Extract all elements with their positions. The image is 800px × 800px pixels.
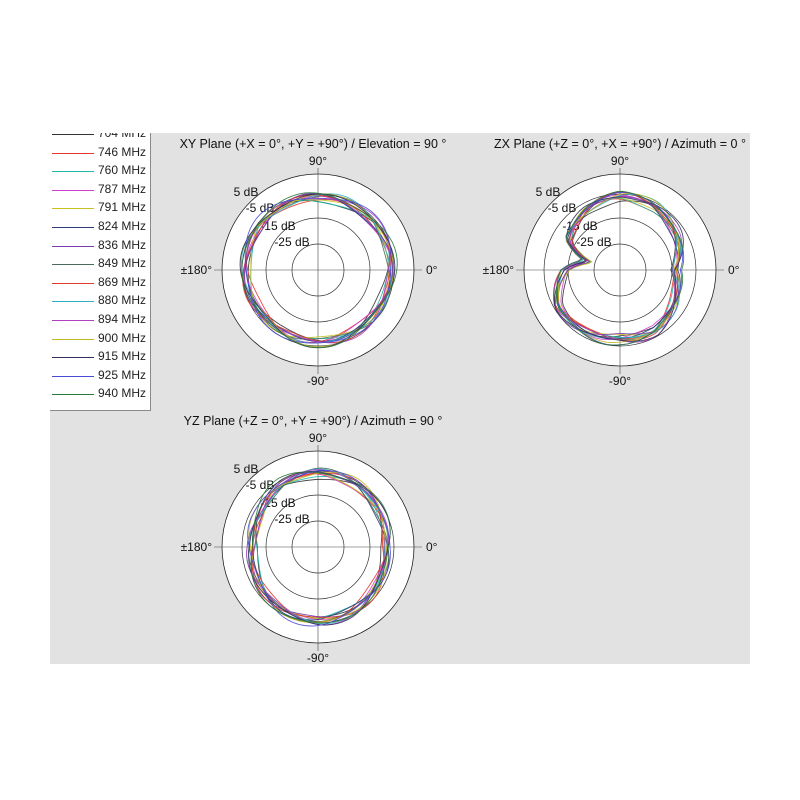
xy-plane-plot: XY Plane (+X = 0°, +Y = +90°) / Elevatio… — [180, 137, 447, 388]
angle-label-180: ±180° — [181, 540, 213, 554]
xy-plot-title: XY Plane (+X = 0°, +Y = +90°) / Elevatio… — [180, 137, 447, 151]
legend-item: 746 MHz — [50, 144, 150, 162]
legend-item: 894 MHz — [50, 311, 150, 329]
ring-label: -5 dB — [246, 201, 275, 215]
pattern-trace — [244, 193, 394, 343]
pattern-trace — [248, 471, 387, 623]
legend-line-swatch — [52, 394, 94, 396]
legend-label: 704 MHz — [98, 133, 147, 140]
ring-label: -25 dB — [576, 235, 611, 249]
angle-label-minus-90: -90° — [307, 651, 329, 665]
angle-label-0: 0° — [426, 263, 438, 277]
ring-label: -15 dB — [260, 219, 295, 233]
pattern-trace — [250, 471, 391, 624]
angle-label-minus-90: -90° — [609, 374, 631, 388]
zx-plot-title: ZX Plane (+Z = 0°, +X = +90°) / Azimuth … — [494, 137, 746, 151]
pattern-trace — [241, 192, 398, 349]
legend-line-swatch — [52, 338, 94, 340]
legend-item: 836 MHz — [50, 237, 150, 255]
legend-line-swatch — [52, 357, 94, 359]
legend-line-swatch — [52, 134, 94, 135]
ring-label: -25 dB — [274, 512, 309, 526]
legend-label: 787 MHz — [98, 181, 147, 196]
ring-label: -5 dB — [548, 201, 577, 215]
legend-item: 760 MHz — [50, 162, 150, 180]
legend-label: 940 MHz — [98, 386, 147, 401]
ring-label: -25 dB — [274, 235, 309, 249]
pattern-trace — [250, 472, 385, 618]
legend-line-swatch — [52, 375, 94, 377]
zx-plane-plot: ZX Plane (+Z = 0°, +X = +90°) / Azimuth … — [483, 137, 746, 388]
legend-item: 869 MHz — [50, 274, 150, 292]
legend-item: 900 MHz — [50, 330, 150, 348]
legend-line-swatch — [52, 282, 94, 284]
legend-line-swatch — [52, 320, 94, 321]
angle-label-0: 0° — [426, 540, 438, 554]
legend-item: 791 MHz — [50, 199, 150, 217]
angle-label-90: 90° — [611, 154, 629, 168]
pattern-trace — [244, 198, 392, 344]
legend-line-swatch — [52, 245, 94, 247]
ring-label: 5 dB — [234, 185, 259, 199]
legend-item: 925 MHz — [50, 367, 150, 385]
legend-label: 915 MHz — [98, 349, 147, 364]
legend-label: 894 MHz — [98, 312, 147, 326]
legend-item: 787 MHz — [50, 181, 150, 199]
legend-label: 880 MHz — [98, 293, 147, 308]
pattern-trace — [247, 469, 391, 627]
legend-line-swatch — [52, 189, 94, 191]
legend-label: 760 MHz — [98, 163, 147, 178]
angle-label-minus-90: -90° — [307, 374, 329, 388]
legend-line-swatch — [52, 227, 94, 228]
legend-label: 900 MHz — [98, 330, 147, 345]
legend-label: 836 MHz — [98, 237, 147, 252]
legend-item: 880 MHz — [50, 292, 150, 310]
legend-label: 925 MHz — [98, 367, 147, 382]
legend-line-swatch — [52, 152, 94, 154]
legend-item: 704 MHz — [50, 133, 150, 143]
legend-item: 849 MHz — [50, 255, 150, 273]
angle-label-90: 90° — [309, 431, 327, 445]
pattern-trace — [556, 194, 680, 339]
frequency-legend: 704 MHz 746 MHz 760 MHz 787 MHz 791 MHz 824 M… — [50, 133, 151, 411]
legend-label: 746 MHz — [98, 144, 147, 159]
legend-line-swatch — [52, 171, 94, 173]
angle-label-180: ±180° — [181, 263, 213, 277]
angle-label-180: ±180° — [483, 263, 515, 277]
yz-plane-plot: YZ Plane (+Z = 0°, +Y = +90°) / Azimuth … — [181, 414, 443, 665]
legend-label: 849 MHz — [98, 256, 147, 271]
legend-item: 940 MHz — [50, 385, 150, 403]
ring-label: 5 dB — [536, 185, 561, 199]
angle-label-0: 0° — [728, 263, 740, 277]
pattern-trace — [555, 190, 685, 346]
ring-label: 5 dB — [234, 462, 259, 476]
legend-line-swatch — [52, 301, 94, 303]
legend-line-swatch — [52, 264, 94, 266]
legend-label: 791 MHz — [98, 200, 147, 215]
yz-plot-title: YZ Plane (+Z = 0°, +Y = +90°) / Azimuth … — [184, 414, 443, 428]
legend-label: 824 MHz — [98, 219, 147, 233]
pattern-trace — [239, 193, 396, 349]
legend-item: 824 MHz — [50, 218, 150, 236]
legend-item: 915 MHz — [50, 348, 150, 366]
angle-label-90: 90° — [309, 154, 327, 168]
legend-line-swatch — [52, 208, 94, 210]
legend-label: 869 MHz — [98, 274, 147, 289]
